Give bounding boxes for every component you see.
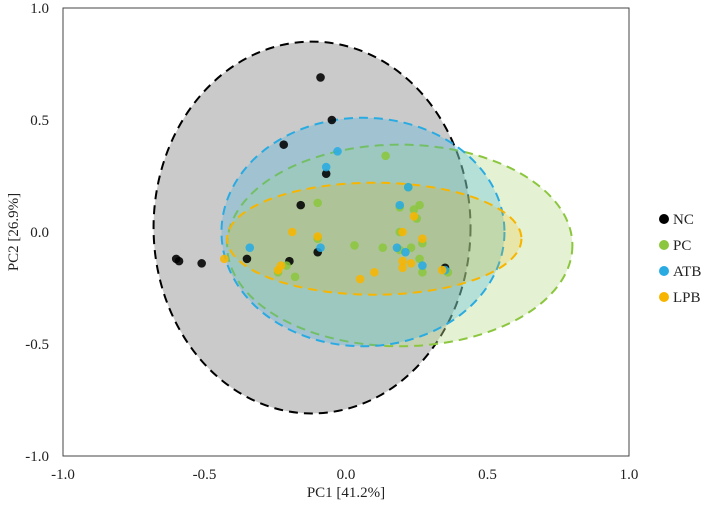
- ellipse-nc: [152, 40, 472, 415]
- point-atb-7: [316, 243, 325, 252]
- legend-label-atb: ATB: [673, 264, 701, 280]
- point-lpb-0: [409, 212, 419, 221]
- point-nc-6: [171, 254, 181, 264]
- point-pc-9: [350, 241, 359, 250]
- point-lpb-1: [398, 227, 407, 237]
- x-tick-label: 0.5: [478, 467, 497, 483]
- point-nc-4: [296, 200, 306, 210]
- point-lpb-4: [220, 254, 229, 264]
- ellipse-lpb: [226, 181, 523, 296]
- point-lpb-13: [276, 261, 286, 270]
- point-lpb-8: [355, 274, 365, 284]
- legend-marker-pc: [659, 240, 669, 250]
- y-tick-label: -1.0: [25, 449, 49, 465]
- y-tick-label: -0.5: [25, 337, 49, 353]
- point-atb-6: [245, 243, 255, 252]
- point-atb-3: [392, 243, 402, 252]
- point-nc-2: [279, 140, 289, 149]
- plot-frame: [62, 7, 630, 457]
- legend-marker-lpb: [659, 292, 669, 302]
- x-tick-label: -0.5: [193, 467, 217, 483]
- point-nc-8: [242, 254, 252, 264]
- y-tick-labels: -1.0 -0.5 0.0 0.5 1.0: [25, 1, 49, 465]
- point-lpb-7: [370, 268, 379, 277]
- y-axis-label: PC2 [26.9%]: [6, 193, 22, 271]
- point-pc-15: [290, 272, 300, 282]
- x-tick-labels: -1.0 -0.5 0.0 0.5 1.0: [51, 467, 638, 483]
- legend-marker-atb: [659, 266, 669, 276]
- y-tick-label: 0.5: [30, 113, 49, 129]
- point-atb-1: [321, 162, 331, 172]
- point-atb-8: [418, 261, 427, 270]
- x-tick-label: 0.0: [337, 467, 356, 483]
- point-lpb-10: [406, 259, 416, 268]
- point-pc-19: [378, 243, 388, 252]
- y-tick-label: 1.0: [30, 1, 49, 17]
- point-nc-7: [197, 259, 206, 268]
- point-pc-13: [415, 254, 424, 264]
- point-atb-0: [333, 147, 342, 156]
- point-lpb-12: [437, 265, 447, 275]
- legend-label-pc: PC: [673, 238, 691, 254]
- point-pc-0: [381, 151, 390, 161]
- point-pc-6: [409, 205, 419, 214]
- point-lpb-2: [418, 234, 427, 244]
- y-tick-label: 0.0: [30, 225, 49, 241]
- point-lpb-6: [313, 232, 323, 241]
- point-nc-1: [327, 115, 337, 125]
- point-lpb-9: [398, 263, 407, 273]
- points-layer: [171, 73, 453, 284]
- legend-marker-nc: [659, 214, 669, 224]
- legend-label-nc: NC: [673, 212, 694, 228]
- x-tick-label: -1.0: [51, 467, 75, 483]
- legend: NC PC ATB LPB: [659, 212, 701, 306]
- x-axis-label: PC1 [41.2%]: [307, 485, 385, 501]
- point-nc-3: [321, 169, 331, 179]
- x-tick-label: 1.0: [620, 467, 639, 483]
- point-pc-4: [313, 198, 323, 208]
- legend-label-lpb: LPB: [673, 290, 701, 306]
- point-nc-0: [316, 73, 325, 82]
- point-atb-4: [401, 247, 410, 257]
- point-atb-9: [395, 200, 405, 210]
- point-lpb-5: [287, 227, 297, 237]
- point-atb-2: [403, 182, 413, 192]
- point-pc-14: [418, 268, 427, 277]
- point-lpb-11: [398, 256, 407, 266]
